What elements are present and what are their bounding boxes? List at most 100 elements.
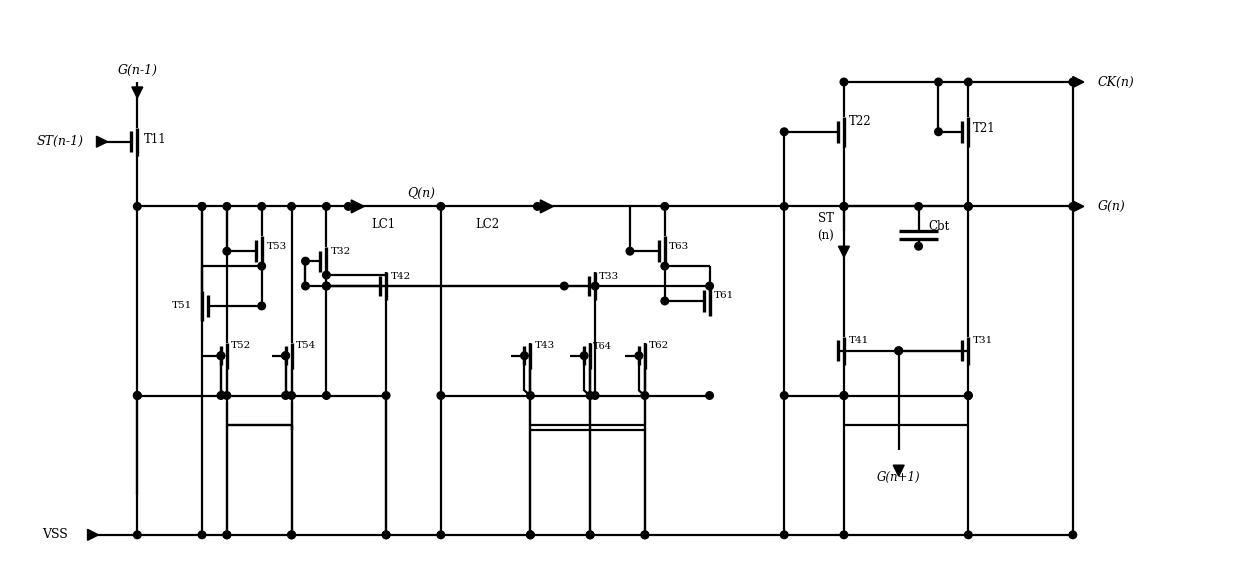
Circle shape [1069, 78, 1076, 86]
Circle shape [198, 203, 206, 210]
Circle shape [661, 297, 668, 305]
Circle shape [965, 391, 972, 399]
Circle shape [322, 203, 330, 210]
Circle shape [780, 203, 787, 210]
Text: T54: T54 [295, 341, 316, 350]
Text: T61: T61 [713, 291, 734, 301]
Text: T42: T42 [391, 271, 412, 281]
Circle shape [288, 203, 295, 210]
Circle shape [965, 531, 972, 539]
Circle shape [587, 531, 594, 539]
Circle shape [841, 203, 848, 210]
Circle shape [382, 531, 389, 539]
Circle shape [223, 203, 231, 210]
Text: T21: T21 [973, 122, 996, 135]
Circle shape [527, 391, 534, 399]
Text: G(n): G(n) [1097, 200, 1126, 213]
Text: T52: T52 [231, 341, 252, 350]
Circle shape [661, 203, 668, 210]
Text: Q(n): Q(n) [407, 187, 435, 200]
Text: Cbt: Cbt [929, 220, 950, 233]
Circle shape [134, 531, 141, 539]
Circle shape [258, 302, 265, 310]
Circle shape [895, 347, 903, 355]
Circle shape [1069, 203, 1076, 210]
Circle shape [382, 391, 389, 399]
Circle shape [322, 282, 330, 290]
Text: T33: T33 [599, 271, 619, 281]
Circle shape [915, 243, 923, 250]
Circle shape [223, 531, 231, 539]
Circle shape [560, 282, 568, 290]
Circle shape [217, 352, 224, 359]
Circle shape [841, 531, 848, 539]
Circle shape [134, 391, 141, 399]
Text: T63: T63 [668, 241, 689, 251]
Circle shape [258, 263, 265, 270]
Circle shape [223, 391, 231, 399]
Circle shape [841, 203, 848, 210]
Circle shape [217, 352, 224, 359]
Circle shape [841, 391, 848, 399]
Circle shape [322, 271, 330, 279]
Circle shape [198, 203, 206, 210]
Circle shape [841, 391, 848, 399]
Text: T62: T62 [649, 341, 670, 350]
Circle shape [935, 78, 942, 86]
Text: T32: T32 [331, 247, 352, 255]
Text: T43: T43 [534, 341, 554, 350]
Polygon shape [351, 200, 365, 213]
Circle shape [527, 531, 534, 539]
Circle shape [521, 352, 528, 359]
Text: G(n+1): G(n+1) [877, 471, 920, 483]
Text: T41: T41 [849, 336, 869, 345]
Circle shape [322, 391, 330, 399]
Circle shape [661, 263, 668, 270]
Circle shape [527, 531, 534, 539]
Circle shape [1069, 531, 1076, 539]
Circle shape [288, 391, 295, 399]
Text: LC1: LC1 [371, 218, 396, 231]
Polygon shape [1073, 201, 1084, 212]
Circle shape [780, 128, 787, 135]
Circle shape [580, 352, 588, 359]
Text: T53: T53 [267, 241, 286, 251]
Circle shape [436, 203, 445, 210]
Polygon shape [88, 529, 98, 540]
Circle shape [626, 247, 634, 255]
Text: T11: T11 [144, 133, 167, 146]
Circle shape [436, 531, 445, 539]
Circle shape [706, 391, 713, 399]
Circle shape [965, 391, 972, 399]
Circle shape [301, 257, 309, 265]
Circle shape [915, 203, 923, 210]
Circle shape [965, 203, 972, 210]
Text: G(n-1): G(n-1) [118, 63, 157, 77]
Text: (n): (n) [817, 230, 835, 243]
Circle shape [591, 282, 599, 290]
Circle shape [198, 531, 206, 539]
Polygon shape [131, 87, 143, 98]
Circle shape [322, 282, 330, 290]
Circle shape [780, 531, 787, 539]
Circle shape [641, 391, 649, 399]
Text: ST(n-1): ST(n-1) [37, 135, 84, 148]
Circle shape [635, 352, 642, 359]
Circle shape [223, 531, 231, 539]
Circle shape [345, 203, 352, 210]
Circle shape [587, 391, 594, 399]
Polygon shape [893, 465, 904, 476]
Text: T31: T31 [973, 336, 993, 345]
Circle shape [217, 391, 224, 399]
Circle shape [288, 531, 295, 539]
Circle shape [780, 391, 787, 399]
Circle shape [965, 78, 972, 86]
Circle shape [281, 352, 289, 359]
Text: LC2: LC2 [476, 218, 500, 231]
Circle shape [134, 203, 141, 210]
Text: VSS: VSS [42, 529, 68, 541]
Circle shape [587, 531, 594, 539]
Text: CK(n): CK(n) [1097, 76, 1135, 88]
Circle shape [223, 247, 231, 255]
Circle shape [382, 531, 389, 539]
